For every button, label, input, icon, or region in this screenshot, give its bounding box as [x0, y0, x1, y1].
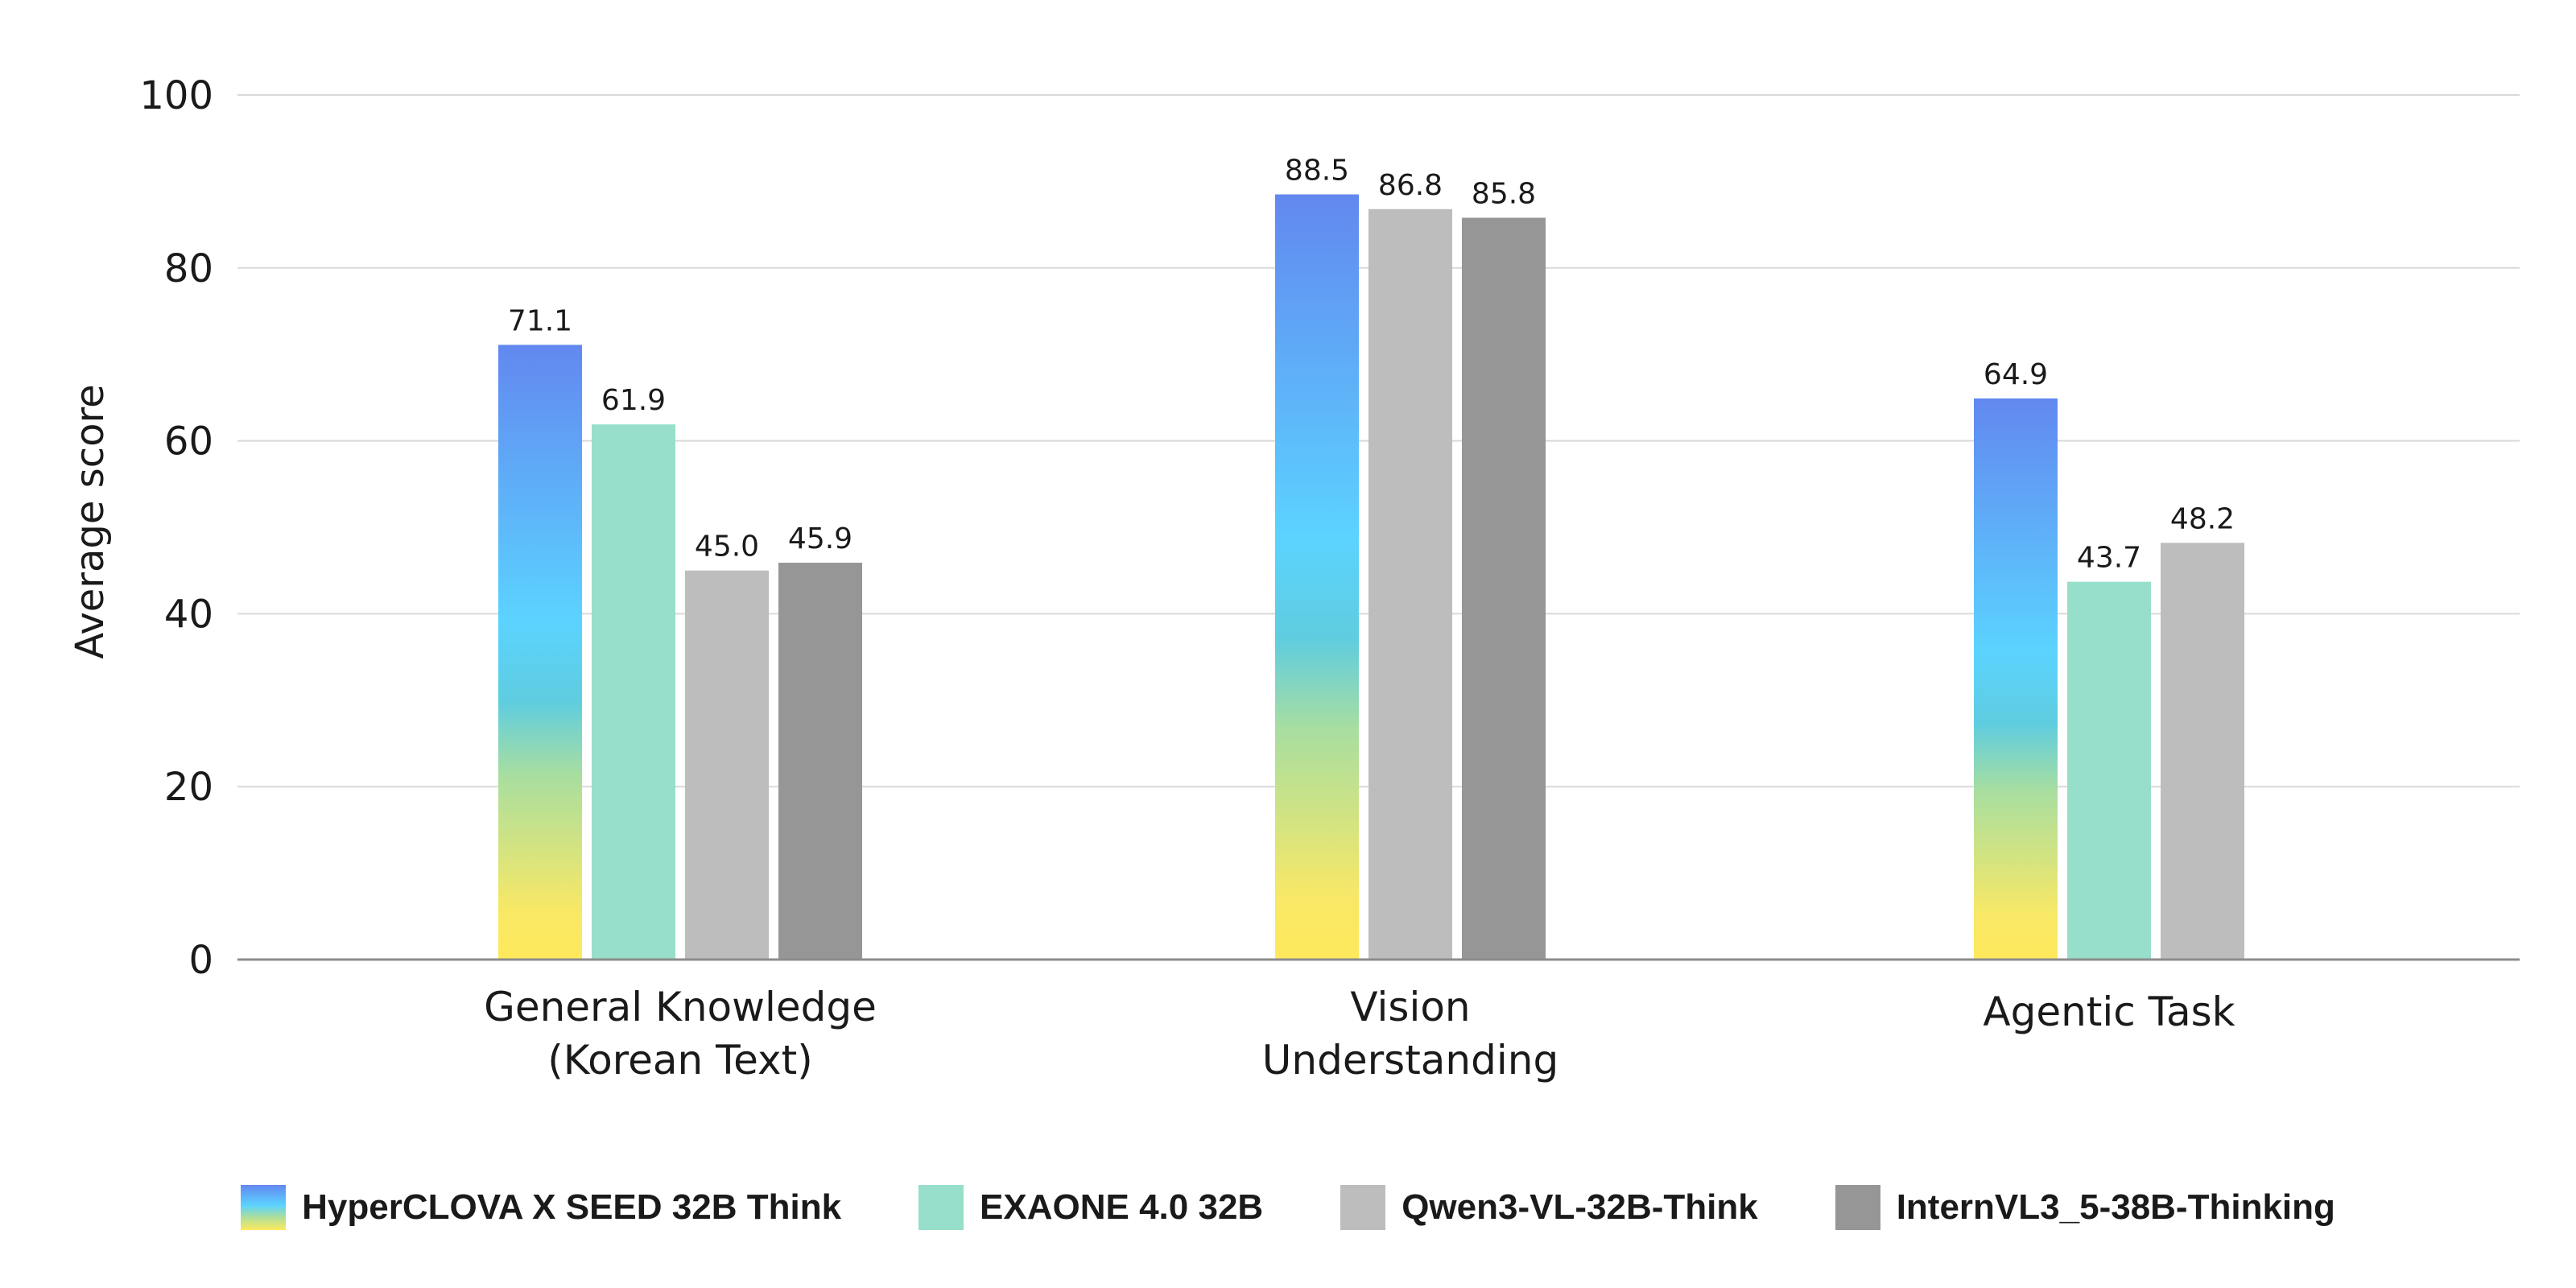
legend: HyperCLOVA X SEED 32B Think EXAONE 4.0 32…	[0, 1175, 2576, 1240]
y-tick-label: 0	[188, 938, 213, 983]
y-tick-label: 20	[164, 765, 213, 810]
legend-item: InternVL3_5-38B-Thinking	[1835, 1185, 2335, 1230]
data-label: 64.9	[1984, 358, 2048, 391]
y-axis-label: Average score	[68, 384, 113, 658]
bar-internvl3-5-38b-thinking	[778, 563, 862, 960]
bar-qwen3-vl-32b-think	[1368, 208, 1452, 960]
data-label: 48.2	[2170, 502, 2235, 535]
data-label: 88.5	[1285, 155, 1349, 188]
bars	[498, 194, 2244, 960]
legend-swatch	[1835, 1185, 1880, 1230]
x-category-label: Agentic Task	[1983, 989, 2235, 1035]
bar-internvl3-5-38b-thinking	[1462, 217, 1546, 960]
x-category-label: Understanding	[1262, 1037, 1558, 1084]
data-label: 43.7	[2077, 542, 2141, 575]
axes: 0 20 40 60 80 100 Average score General Knowled…	[68, 73, 2520, 1084]
data-label: 45.9	[788, 522, 852, 555]
legend-item: EXAONE 4.0 32B	[919, 1185, 1263, 1230]
bar-hyperclova-x-seed-32b-think	[1275, 194, 1359, 960]
bar-exaone-4-0-32b	[2067, 581, 2151, 960]
data-label: 71.1	[508, 304, 572, 337]
bar-qwen3-vl-32b-think	[685, 570, 769, 960]
y-tick-label: 40	[164, 592, 213, 637]
data-label: 85.8	[1472, 178, 1536, 211]
data-label: 86.8	[1378, 169, 1443, 202]
legend-item: Qwen3-VL-32B-Think	[1340, 1185, 1758, 1230]
legend-item: HyperCLOVA X SEED 32B Think	[241, 1185, 841, 1230]
y-tick-label: 80	[164, 246, 213, 291]
data-label: 61.9	[601, 384, 666, 417]
x-category-label: General Knowledge	[484, 984, 877, 1030]
bar-hyperclova-x-seed-32b-think	[1974, 398, 2058, 960]
legend-label: EXAONE 4.0 32B	[980, 1187, 1264, 1227]
bar-qwen3-vl-32b-think	[2161, 543, 2244, 960]
bar-exaone-4-0-32b	[592, 424, 675, 960]
x-category-label: (Korean Text)	[547, 1037, 812, 1084]
legend-swatch	[919, 1185, 964, 1230]
legend-label: Qwen3-VL-32B-Think	[1402, 1187, 1758, 1227]
x-category-label: Vision	[1350, 984, 1470, 1030]
legend-swatch	[1340, 1185, 1386, 1230]
y-tick-label: 60	[164, 419, 213, 464]
data-labels: 71.1 61.9 45.0 45.9 88.5 86.8 85.8 64.9 43.7 48.2	[508, 155, 2235, 575]
bar-hyperclova-x-seed-32b-think	[498, 345, 582, 960]
y-tick-label: 100	[139, 73, 213, 118]
legend-label: HyperCLOVA X SEED 32B Think	[302, 1187, 842, 1227]
legend-swatch	[241, 1185, 287, 1230]
legend-label: InternVL3_5-38B-Thinking	[1896, 1187, 2335, 1227]
data-label: 45.0	[695, 530, 759, 564]
